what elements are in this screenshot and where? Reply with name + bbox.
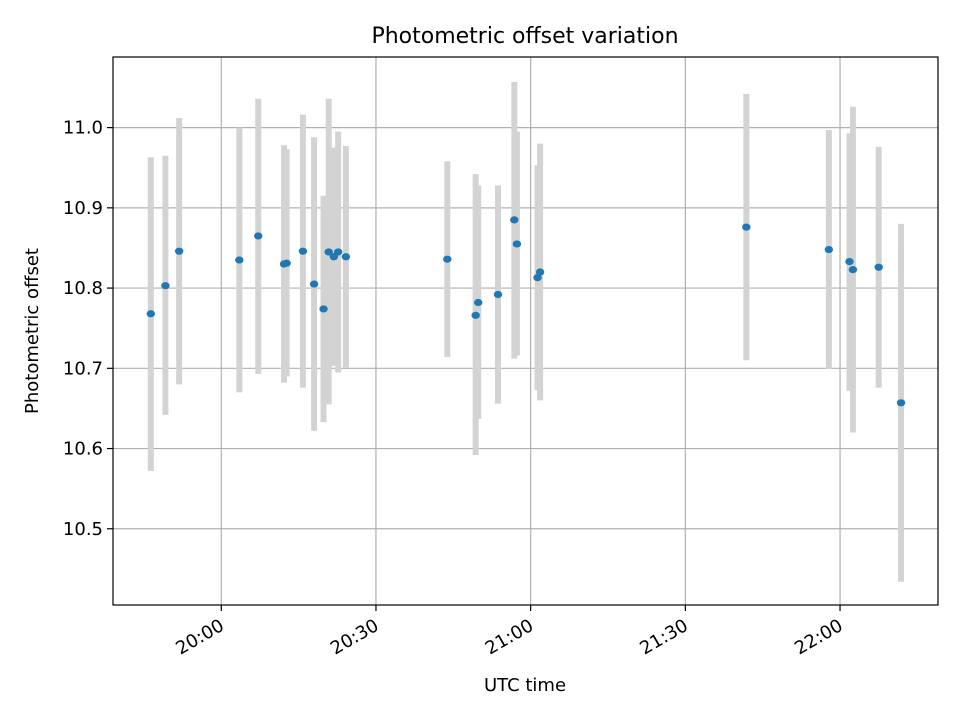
y-tick-label: 11.0: [63, 118, 103, 139]
data-point: [161, 282, 170, 290]
data-point: [254, 232, 263, 240]
data-point: [174, 247, 184, 255]
data-point: [324, 248, 333, 256]
chart-title: Photometric offset variation: [371, 24, 678, 49]
data-point: [512, 240, 522, 248]
x-axis-title: UTC time: [484, 675, 566, 696]
data-point: [845, 257, 854, 266]
grid-lines: [113, 57, 938, 605]
data-point: [309, 280, 319, 288]
data-point: [533, 274, 542, 282]
data-point: [896, 399, 906, 407]
data-point: [510, 216, 519, 224]
plot-area: [113, 57, 938, 605]
plot-frame: [112, 56, 939, 606]
y-axis-ticks: 10.5 10.6 10.7 10.8 10.9 11.0: [63, 118, 113, 540]
data-point: [493, 290, 503, 299]
y-axis-title: Photometric offset: [22, 248, 43, 414]
data-point: [235, 256, 244, 264]
data-point: [824, 245, 834, 254]
y-tick-label: 10.5: [63, 519, 103, 540]
y-tick-label: 10.7: [63, 358, 103, 379]
data-point: [742, 223, 751, 231]
y-tick-label: 10.6: [63, 439, 103, 460]
data-point: [146, 310, 156, 318]
y-tick-label: 10.9: [63, 198, 103, 219]
data-point: [471, 311, 480, 319]
data-point: [874, 263, 883, 271]
data-point: [474, 298, 483, 307]
data-point: [341, 253, 351, 261]
data-point: [535, 268, 545, 276]
data-points: [146, 216, 906, 407]
data-point: [319, 305, 328, 313]
data-point: [443, 255, 452, 263]
data-point: [282, 259, 291, 267]
data-point: [848, 266, 858, 274]
data-point: [333, 248, 343, 256]
y-tick-label: 10.8: [63, 278, 103, 299]
data-point: [298, 247, 308, 255]
